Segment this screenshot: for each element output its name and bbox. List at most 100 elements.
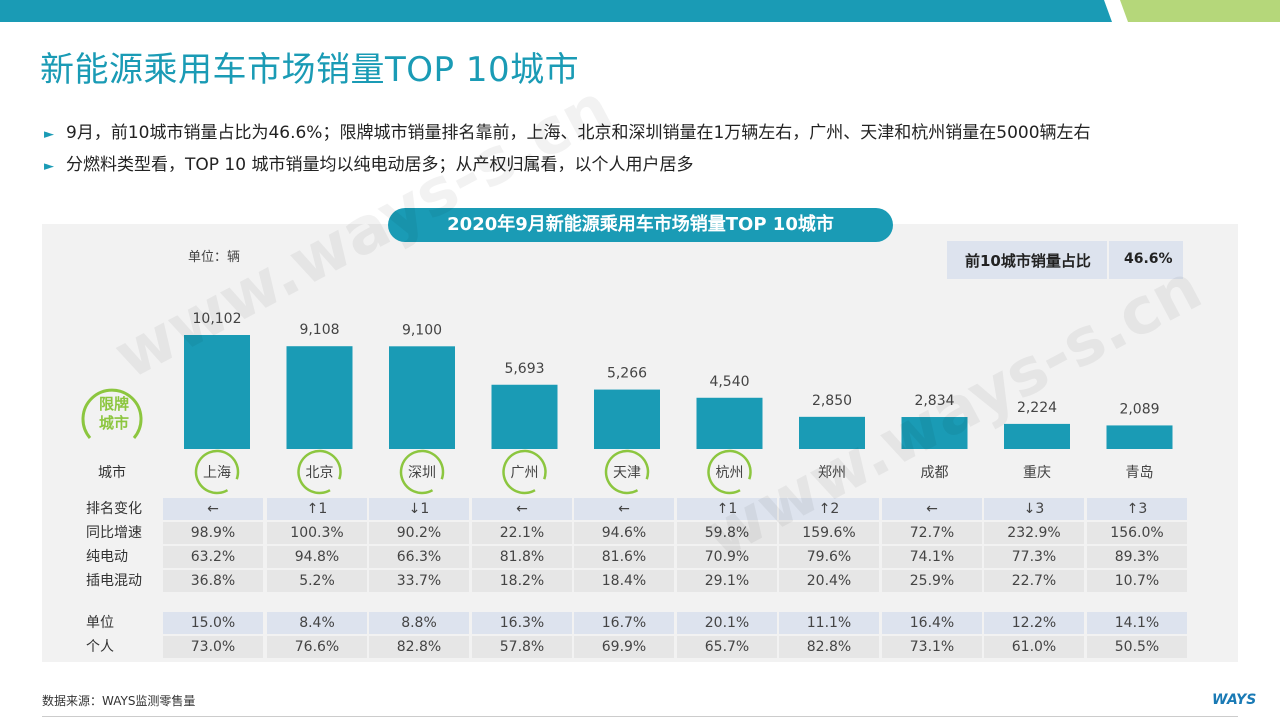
- table-cell: 94.8%: [267, 546, 367, 568]
- source-note: 数据来源：WAYS监测零售量: [42, 694, 196, 708]
- share-box: [947, 241, 1183, 279]
- table-cell: 73.0%: [163, 636, 263, 658]
- table-cell: 18.4%: [574, 570, 674, 592]
- bar-value-label: 5,266: [607, 366, 647, 382]
- table-cell: ↑2: [779, 498, 879, 520]
- city-label: 深圳: [408, 465, 436, 481]
- share-value: 46.6%: [1124, 251, 1173, 267]
- bar-value-label: 5,693: [504, 361, 544, 377]
- table-cell: 12.2%: [984, 612, 1084, 634]
- table-cell: ↑3: [1087, 498, 1187, 520]
- table-cell: 50.5%: [1087, 636, 1187, 658]
- row-label: 插电混动: [86, 573, 142, 589]
- bar-value-label: 4,540: [709, 374, 749, 390]
- table-cell: 90.2%: [369, 522, 469, 544]
- table-cell: 16.3%: [472, 612, 572, 634]
- city-label: 上海: [203, 465, 231, 481]
- limit-ring-icon: [194, 449, 240, 495]
- table-cell: 81.8%: [472, 546, 572, 568]
- table-cell: 94.6%: [574, 522, 674, 544]
- city-label: 北京: [306, 465, 334, 481]
- bar-广州: [491, 384, 558, 449]
- bar-value-label: 2,834: [914, 393, 954, 409]
- bar-杭州: [696, 397, 763, 449]
- table-row: 插电混动 36.8% 5.2% 33.7% 18.2% 18.4% 29.1% 20.4% 25…: [42, 570, 1238, 592]
- bar-天津: [594, 389, 660, 449]
- city-row-label: 城市: [98, 464, 126, 481]
- table-cell: 11.1%: [779, 612, 879, 634]
- limit-badge-line-2: 城市: [98, 414, 129, 432]
- limit-ring-icon: [297, 449, 342, 495]
- top-banner: [0, 0, 1280, 22]
- bar-重庆: [1004, 423, 1070, 449]
- table-cell: 20.1%: [677, 612, 777, 634]
- limit-ring-icon: [399, 449, 445, 495]
- table-cell: 14.1%: [1087, 612, 1187, 634]
- table-cell: 82.8%: [369, 636, 469, 658]
- city-label: 杭州: [716, 465, 744, 481]
- table-cell: 81.6%: [574, 546, 674, 568]
- bar-value-label: 10,102: [193, 311, 242, 327]
- bullet-1: ► 9月，前10城市销量占比为46.6%；限牌城市销量排名靠前，上海、北京和深圳销…: [44, 118, 1091, 143]
- row-label: 纯电动: [86, 549, 128, 565]
- table-cell: 25.9%: [882, 570, 982, 592]
- table-cell: 76.6%: [267, 636, 367, 658]
- table-row: 同比增速 98.9% 100.3% 90.2% 22.1% 94.6% 59.8% 159.6…: [42, 522, 1238, 544]
- table-cell: 72.7%: [882, 522, 982, 544]
- bar-成都: [901, 417, 968, 449]
- city-label: 广州: [511, 465, 539, 481]
- bullet-1-text: 9月，前10城市销量占比为46.6%；限牌城市销量排名靠前，上海、北京和深圳销量…: [66, 123, 1091, 143]
- table-cell: 98.9%: [163, 522, 263, 544]
- table-cell: 77.3%: [984, 546, 1084, 568]
- share-divider: [1107, 241, 1109, 279]
- limit-badge-icon: [81, 388, 143, 439]
- table-cell: ↑1: [677, 498, 777, 520]
- limit-badge-text: 限牌 城市: [80, 395, 148, 433]
- row-label: 排名变化: [86, 501, 142, 517]
- table-cell: 59.8%: [677, 522, 777, 544]
- table-cell: ↓3: [984, 498, 1084, 520]
- row-label: 个人: [86, 639, 114, 655]
- city-label: 成都: [921, 465, 949, 481]
- table-cell: 63.2%: [163, 546, 263, 568]
- table-cell: ↓1: [369, 498, 469, 520]
- bar-深圳: [389, 346, 455, 449]
- bullet-marker-icon: ►: [44, 127, 54, 142]
- page-title: 新能源乘用车市场销量TOP 10城市: [40, 50, 580, 90]
- limit-badge-line-1: 限牌: [98, 395, 129, 413]
- row-label: 同比增速: [86, 525, 142, 541]
- ways-logo: WAYS: [1212, 692, 1257, 708]
- bar-value-label: 2,089: [1119, 401, 1159, 417]
- table-cell: 61.0%: [984, 636, 1084, 658]
- table-cell: 57.8%: [472, 636, 572, 658]
- city-label: 郑州: [818, 465, 846, 481]
- limit-ring-icon: [707, 449, 752, 495]
- table-cell: 65.7%: [677, 636, 777, 658]
- city-label: 重庆: [1023, 465, 1051, 481]
- bullet-2-text: 分燃料类型看，TOP 10 城市销量均以纯电动居多；从产权归属看，以个人用户居多: [66, 155, 694, 175]
- table-cell: ←: [163, 498, 263, 520]
- limit-ring-icon: [604, 449, 650, 495]
- table-cell: 8.4%: [267, 612, 367, 634]
- table-cell: 89.3%: [1087, 546, 1187, 568]
- table-cell: 33.7%: [369, 570, 469, 592]
- bar-青岛: [1106, 425, 1173, 449]
- table-cell: 18.2%: [472, 570, 572, 592]
- footer-divider: [42, 716, 1238, 717]
- table-cell: 29.1%: [677, 570, 777, 592]
- table-cell: 22.1%: [472, 522, 572, 544]
- table-cell: ←: [574, 498, 674, 520]
- table-cell: 5.2%: [267, 570, 367, 592]
- table-cell: 82.8%: [779, 636, 879, 658]
- bar-上海: [184, 335, 250, 449]
- table-cell: 16.4%: [882, 612, 982, 634]
- table-cell: 74.1%: [882, 546, 982, 568]
- city-label: 天津: [613, 465, 641, 481]
- bullet-2: ► 分燃料类型看，TOP 10 城市销量均以纯电动居多；从产权归属看，以个人用户居…: [44, 150, 693, 175]
- table-cell: 69.9%: [574, 636, 674, 658]
- bar-value-label: 2,850: [812, 393, 852, 409]
- table-cell: 156.0%: [1087, 522, 1187, 544]
- table-cell: 159.6%: [779, 522, 879, 544]
- table-row: 个人 73.0% 76.6% 82.8% 57.8% 69.9% 65.7% 82.8% 73.…: [42, 636, 1238, 658]
